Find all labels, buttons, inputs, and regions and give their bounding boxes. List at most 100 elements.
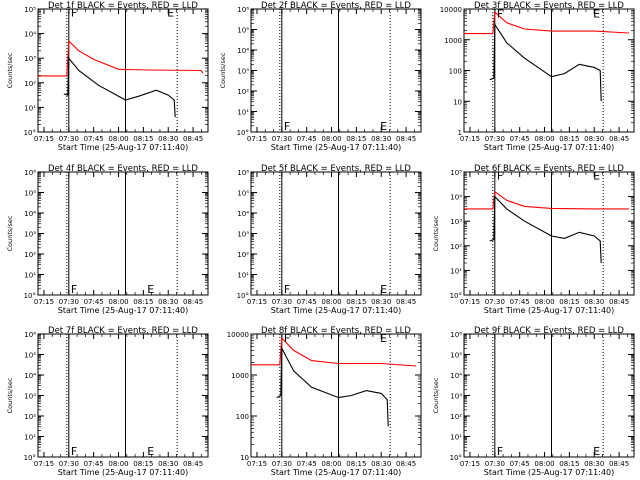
y-tick-label: 10² xyxy=(450,243,462,251)
y-tick-label: 10⁴ xyxy=(237,210,249,218)
panel-title: Det 3f BLACK = Events, RED = LLD xyxy=(474,1,624,11)
events-series-line xyxy=(489,195,602,264)
y-tick-label: 10° xyxy=(450,454,462,462)
x-tick-label: 08:15 xyxy=(559,135,579,143)
panel-frame xyxy=(37,171,209,296)
events-series-line xyxy=(276,346,389,427)
y-tick-label: 10 xyxy=(453,98,462,106)
y-tick-label: 1000 xyxy=(231,372,249,380)
x-tick-label: 08:15 xyxy=(133,298,153,306)
x-tick-label: 07:30 xyxy=(59,298,79,306)
marker-f: F xyxy=(71,283,77,296)
x-tick-label: 08:45 xyxy=(609,298,629,306)
panel-frame xyxy=(37,8,209,133)
y-tick-label: 10° xyxy=(24,129,36,137)
y-tick-label: 10³ xyxy=(24,393,36,401)
x-axis-label: Start Time (25-Aug-17 07:11:40) xyxy=(484,143,615,152)
y-tick-label: 10° xyxy=(24,454,36,462)
x-tick-label: 07:30 xyxy=(59,135,79,143)
y-tick-label: 10² xyxy=(237,88,249,96)
y-axis-label: Counts/sec xyxy=(6,215,14,251)
marker-f: F xyxy=(284,332,290,345)
marker-e: E xyxy=(167,7,174,20)
marker-f: F xyxy=(71,7,77,20)
marker-f: F xyxy=(284,283,290,296)
y-tick-label: 10¹ xyxy=(237,109,249,117)
x-tick-label: 07:45 xyxy=(297,135,317,143)
x-tick-label: 08:00 xyxy=(321,460,341,468)
y-tick-label: 10⁴ xyxy=(24,372,36,380)
y-tick-label: 10⁵ xyxy=(24,352,36,360)
x-tick-label: 08:00 xyxy=(108,135,128,143)
x-tick-label: 08:30 xyxy=(371,298,391,306)
x-tick-label: 08:15 xyxy=(346,298,366,306)
marker-f: F xyxy=(497,8,503,21)
y-tick-label: 10⁵ xyxy=(237,190,249,198)
x-tick-label: 07:45 xyxy=(297,298,317,306)
x-axis-label: Start Time (25-Aug-17 07:11:40) xyxy=(58,306,189,315)
y-axis-label: Counts/sec xyxy=(6,377,14,413)
y-tick-label: 10⁴ xyxy=(450,372,462,380)
x-tick-label: 08:00 xyxy=(321,298,341,306)
y-tick-label: 10° xyxy=(237,129,249,137)
y-tick-label: 10¹ xyxy=(24,434,36,442)
x-axis-label: Start Time (25-Aug-17 07:11:40) xyxy=(484,306,615,315)
y-tick-label: 10³ xyxy=(24,55,36,63)
y-axis-label: Counts/sec xyxy=(432,215,440,251)
panel-frame xyxy=(463,8,635,133)
y-tick-label: 10³ xyxy=(24,231,36,239)
panel-frame xyxy=(463,171,635,296)
x-axis-label: Start Time (25-Aug-17 07:11:40) xyxy=(58,468,189,477)
marker-f: F xyxy=(284,120,290,133)
events-series-line xyxy=(63,56,176,118)
panel-frame xyxy=(463,333,635,458)
x-tick-label: 07:45 xyxy=(510,135,530,143)
y-axis-label: Counts/sec xyxy=(219,52,227,88)
y-tick-label: 10⁵ xyxy=(237,27,249,35)
y-tick-label: 10¹ xyxy=(24,272,36,280)
y-tick-label: 10² xyxy=(24,413,36,421)
y-tick-label: 10⁵ xyxy=(450,352,462,360)
x-tick-label: 07:30 xyxy=(485,460,505,468)
y-tick-label: 10³ xyxy=(237,68,249,76)
y-tick-label: 10² xyxy=(24,80,36,88)
x-tick-label: 08:15 xyxy=(346,135,366,143)
y-tick-label: 10000 xyxy=(227,331,249,339)
y-tick-label: 1000 xyxy=(444,37,462,45)
x-tick-label: 07:15 xyxy=(247,460,267,468)
marker-e: E xyxy=(593,445,600,458)
x-tick-label: 07:45 xyxy=(510,460,530,468)
x-tick-label: 08:45 xyxy=(609,460,629,468)
x-tick-label: 08:00 xyxy=(321,135,341,143)
y-tick-label: 10⁴ xyxy=(24,210,36,218)
panel-title: Det 2f BLACK = Events, RED = LLD xyxy=(261,1,411,11)
panel-title: Det 8f BLACK = Events, RED = LLD xyxy=(261,326,411,336)
y-tick-label: 10³ xyxy=(237,231,249,239)
panel-title: Det 4f BLACK = Events, RED = LLD xyxy=(48,164,198,174)
x-tick-label: 07:15 xyxy=(34,298,54,306)
x-tick-label: 08:00 xyxy=(534,135,554,143)
x-tick-label: 08:30 xyxy=(158,460,178,468)
lld-series-line xyxy=(38,39,204,77)
x-tick-label: 08:45 xyxy=(183,298,203,306)
y-tick-label: 10¹ xyxy=(237,272,249,280)
y-tick-label: 10⁵ xyxy=(450,169,462,177)
marker-f: F xyxy=(497,445,503,458)
x-tick-label: 07:30 xyxy=(272,298,292,306)
x-tick-label: 07:30 xyxy=(59,460,79,468)
y-tick-label: 1 xyxy=(458,129,462,137)
y-tick-label: 10² xyxy=(24,251,36,259)
x-tick-label: 08:45 xyxy=(396,135,416,143)
y-tick-label: 10⁶ xyxy=(237,169,249,177)
x-tick-label: 08:30 xyxy=(584,460,604,468)
y-tick-label: 10¹ xyxy=(24,104,36,112)
y-tick-label: 10⁶ xyxy=(450,331,462,339)
x-tick-label: 07:45 xyxy=(297,460,317,468)
y-tick-label: 10³ xyxy=(450,393,462,401)
y-tick-label: 10⁶ xyxy=(24,169,36,177)
x-axis-label: Start Time (25-Aug-17 07:11:40) xyxy=(271,143,402,152)
x-axis-label: Start Time (25-Aug-17 07:11:40) xyxy=(271,468,402,477)
x-tick-label: 08:15 xyxy=(346,460,366,468)
